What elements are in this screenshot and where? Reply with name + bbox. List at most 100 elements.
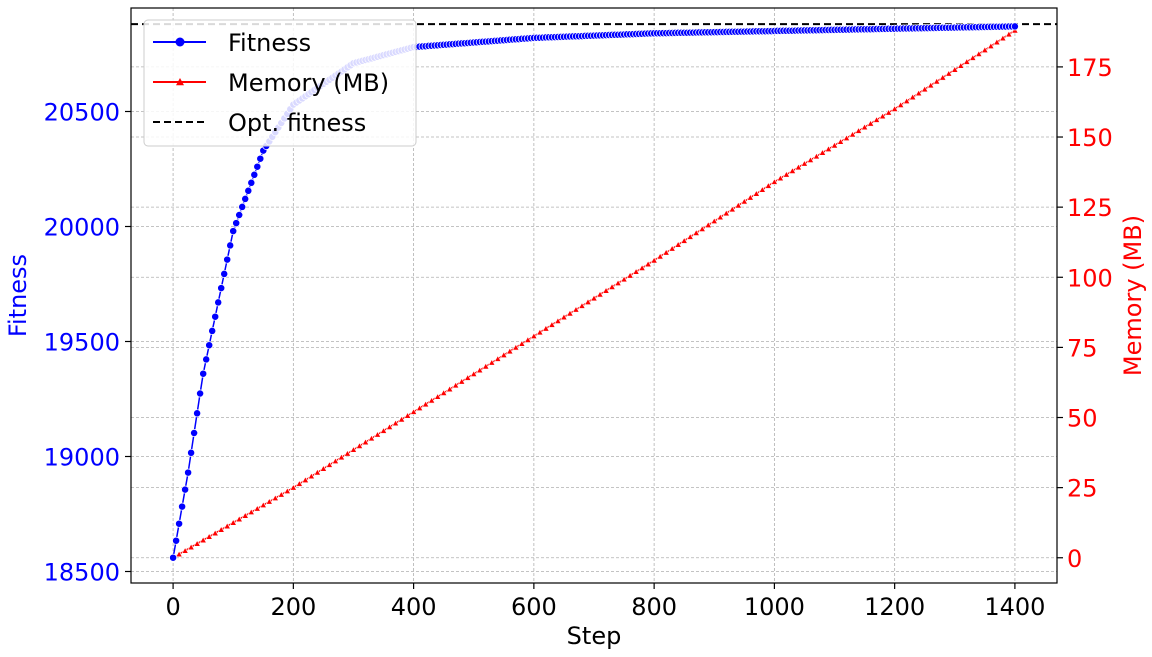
- memory-point: [770, 178, 779, 185]
- fitness-point: [256, 154, 265, 163]
- memory-point: [277, 490, 286, 498]
- memory-point: [728, 205, 737, 213]
- memory-point: [806, 156, 815, 163]
- y-left-ticks: 18500 19000 19500 20000 20500: [44, 99, 131, 587]
- memory-point: [993, 38, 1001, 46]
- legend: Fitness Memory (MB) Opt. fitness: [143, 19, 417, 147]
- memory-point: [439, 389, 448, 396]
- fitness-point: [214, 298, 223, 307]
- memory-point: [367, 434, 376, 442]
- memory-point: [403, 411, 412, 419]
- x-tick-label: 200: [270, 593, 316, 621]
- fitness-point: [187, 448, 196, 457]
- memory-point: [578, 302, 586, 309]
- memory-point: [343, 449, 352, 457]
- memory-point: [872, 116, 881, 123]
- memory-point: [662, 248, 670, 256]
- memory-point: [854, 127, 863, 134]
- memory-point: [187, 543, 195, 551]
- fitness-point: [169, 553, 178, 562]
- memory-point: [494, 355, 502, 362]
- fitness-point: [175, 519, 184, 528]
- legend-marker-fitness: [175, 37, 185, 47]
- memory-point: [939, 73, 947, 81]
- memory-point: [842, 134, 851, 142]
- memory-point: [584, 298, 592, 305]
- fitness-point: [244, 186, 253, 195]
- y-left-tick-label: 20500: [44, 99, 120, 127]
- memory-point: [981, 46, 989, 53]
- memory-point: [692, 229, 700, 236]
- memory-point: [524, 336, 532, 343]
- memory-point: [740, 197, 749, 205]
- memory-point: [319, 464, 328, 472]
- fitness-point: [238, 202, 247, 211]
- y-right-ticks: 0 25 50 75 100 125 150 175: [1057, 54, 1113, 573]
- memory-point: [710, 217, 718, 225]
- x-tick-label: 1200: [864, 593, 925, 621]
- memory-point: [626, 271, 634, 279]
- memory-point: [247, 508, 255, 516]
- memory-point: [379, 427, 388, 434]
- legend-box: [143, 19, 417, 147]
- y-left-tick-label: 18500: [44, 559, 120, 587]
- memory-point: [421, 400, 430, 408]
- memory-point: [235, 515, 243, 523]
- legend-entry-memory: Memory (MB): [153, 69, 389, 97]
- memory-point: [560, 313, 568, 321]
- memory-point: [764, 182, 773, 189]
- memory-point: [427, 396, 436, 404]
- memory-point: [415, 404, 424, 411]
- memory-point: [788, 167, 797, 174]
- memory-point: [433, 392, 442, 400]
- memory-point: [686, 233, 694, 240]
- memory-point: [698, 225, 706, 232]
- memory-point: [975, 50, 983, 57]
- memory-point: [530, 332, 538, 340]
- memory-point: [217, 525, 225, 533]
- fitness-point: [193, 409, 202, 418]
- memory-point: [632, 267, 640, 275]
- memory-point: [181, 546, 189, 554]
- memory-point: [391, 419, 400, 427]
- y-left-tick-label: 19500: [44, 329, 120, 357]
- memory-point: [205, 532, 213, 540]
- memory-point: [614, 279, 622, 287]
- memory-point: [542, 324, 550, 332]
- y-left-tick-label: 19000: [44, 444, 120, 472]
- memory-point: [902, 97, 911, 104]
- memory-point: [752, 189, 761, 197]
- x-tick-label: 0: [165, 593, 180, 621]
- fitness-point: [223, 255, 232, 264]
- memory-point: [229, 518, 237, 526]
- memory-point: [890, 105, 899, 112]
- fitness-point: [253, 162, 262, 171]
- fitness-point: [250, 170, 259, 179]
- y-right-tick-label: 125: [1067, 194, 1113, 222]
- fitness-point: [190, 429, 199, 437]
- memory-point: [608, 283, 616, 290]
- memory-point: [566, 309, 574, 317]
- memory-point: [746, 193, 755, 201]
- memory-point: [451, 381, 460, 389]
- fitness-point: [217, 284, 226, 293]
- memory-point: [734, 201, 743, 209]
- memory-point: [307, 472, 316, 480]
- y-right-tick-label: 50: [1067, 405, 1098, 433]
- fitness-point: [172, 536, 181, 545]
- memory-point: [908, 93, 917, 101]
- memory-point: [512, 343, 520, 351]
- plot-frame: [130, 7, 1058, 584]
- fitness-point: [196, 389, 205, 398]
- memory-point: [488, 358, 496, 366]
- memory-point: [482, 362, 490, 370]
- memory-point: [716, 213, 724, 221]
- legend-entry-opt-fitness: Opt. fitness: [153, 109, 366, 137]
- memory-point: [957, 61, 965, 69]
- memory-point: [500, 351, 508, 358]
- y-right-tick-label: 175: [1067, 54, 1113, 82]
- memory-point: [896, 101, 905, 108]
- memory-point: [349, 445, 358, 453]
- x-axis-label: Step: [567, 622, 622, 650]
